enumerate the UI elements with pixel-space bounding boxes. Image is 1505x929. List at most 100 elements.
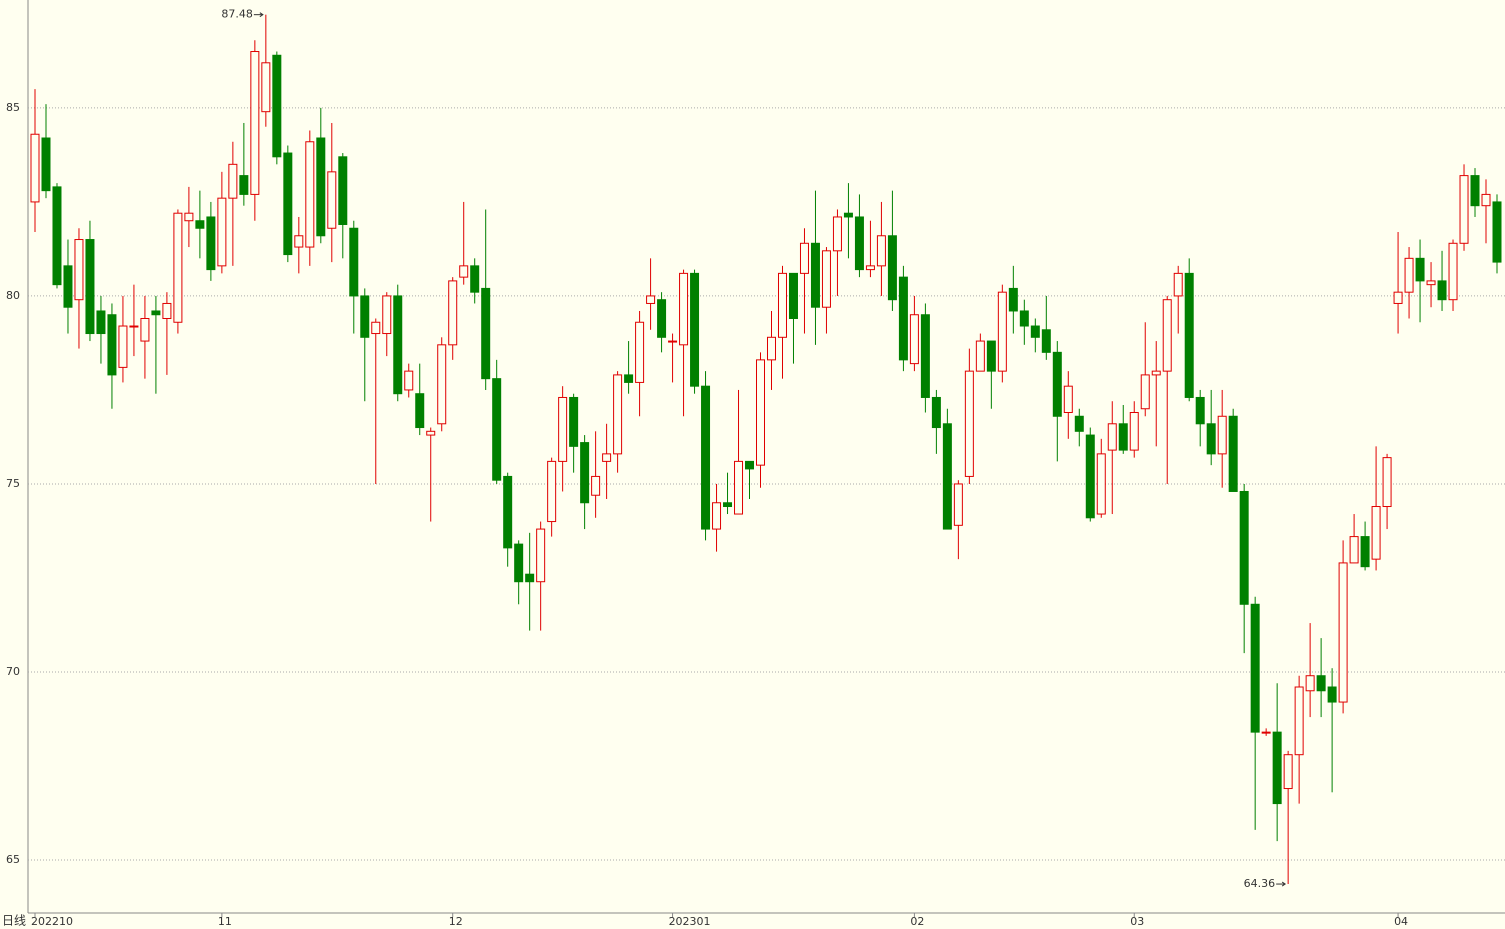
candle-body: [349, 227, 359, 297]
candle-body: [250, 51, 260, 195]
candle-body: [1382, 457, 1392, 508]
candle-body: [1195, 396, 1205, 425]
candle-body: [1096, 453, 1106, 515]
candle-body: [1426, 280, 1436, 286]
candle-body: [1162, 299, 1172, 372]
candle-body: [1217, 415, 1227, 455]
y-tick-label: 70: [6, 665, 20, 678]
x-tick-label: 03: [1130, 915, 1144, 928]
candle-body: [1338, 562, 1348, 703]
candle-body: [1492, 201, 1502, 263]
candle-body: [503, 475, 513, 549]
candle-body: [448, 280, 458, 346]
candle-body: [887, 235, 897, 301]
candle-body: [1404, 257, 1414, 293]
candle-body: [1393, 291, 1403, 304]
x-tick-label: 04: [1394, 915, 1408, 928]
candle-body: [1173, 272, 1183, 297]
candle-body: [74, 239, 84, 301]
candle-body: [1118, 423, 1128, 451]
candle-body: [854, 216, 864, 271]
candle-body: [1481, 193, 1491, 207]
candle-body: [1030, 325, 1040, 338]
candle-body: [975, 340, 985, 372]
candle-body: [1349, 536, 1359, 564]
y-tick-label: 80: [6, 289, 20, 302]
low-label: 64.36: [1244, 877, 1276, 890]
candle-body: [261, 62, 271, 113]
candle-body: [1129, 412, 1139, 451]
candle-body: [173, 212, 183, 323]
candle-body: [283, 152, 293, 256]
candle-body: [1371, 506, 1381, 560]
candle-body: [602, 453, 612, 462]
candle-body: [876, 235, 886, 267]
candle-body: [1316, 675, 1326, 692]
high-label: 87.48: [221, 8, 253, 21]
candle-body: [470, 265, 480, 293]
candle-body: [338, 156, 348, 225]
candle-body: [1437, 280, 1447, 301]
candle-body: [547, 460, 557, 523]
candle-body: [997, 291, 1007, 372]
candle-body: [931, 396, 941, 429]
candle-body: [382, 295, 392, 335]
candle-body: [1074, 415, 1084, 432]
candle-body: [118, 325, 128, 368]
candle-body: [294, 235, 304, 248]
y-tick-label: 75: [6, 477, 20, 490]
candle-body: [404, 370, 414, 391]
candle-body: [1239, 490, 1249, 605]
candle-body: [129, 325, 139, 328]
candle-body: [272, 54, 282, 158]
candle-body: [898, 276, 908, 361]
candle-body: [964, 370, 974, 477]
candle-body: [843, 212, 853, 218]
candle-body: [569, 396, 579, 447]
candle-body: [52, 186, 62, 286]
candle-body: [459, 265, 469, 278]
candle-body: [1470, 175, 1480, 207]
candle-body: [63, 265, 73, 308]
candle-body: [777, 272, 787, 338]
candle-body: [371, 321, 381, 335]
candle-body: [646, 295, 656, 304]
candle-body: [162, 302, 172, 319]
candle-body: [41, 137, 51, 192]
candle-body: [657, 299, 667, 338]
candle-body: [140, 317, 150, 342]
candle-body: [1272, 731, 1282, 805]
candle-body: [799, 242, 809, 274]
candle-body: [316, 137, 326, 237]
candle-body: [1228, 415, 1238, 492]
candle-body: [942, 423, 952, 530]
x-tick-label: 11: [218, 915, 232, 928]
x-tick-label: 202301: [669, 915, 711, 928]
candle-body: [393, 295, 403, 395]
candle-body: [1261, 731, 1271, 734]
candle-body: [492, 378, 502, 481]
candle-body: [1107, 423, 1117, 451]
candle-body: [1459, 175, 1469, 244]
candle-body: [679, 272, 689, 346]
candle-body: [525, 573, 535, 583]
candle-body: [514, 543, 524, 583]
candle-body: [953, 483, 963, 526]
x-tick-label: 12: [449, 915, 463, 928]
candle-body: [668, 340, 678, 343]
candle-body: [1085, 434, 1095, 519]
candle-body: [30, 133, 40, 203]
candle-body: [1283, 754, 1293, 790]
arrow-head: [259, 12, 264, 18]
candle-body: [195, 220, 205, 229]
candle-body: [756, 359, 766, 466]
candle-body: [821, 250, 831, 308]
candle-body: [96, 310, 106, 335]
candle-body: [690, 272, 700, 387]
candle-body: [85, 239, 95, 335]
candle-body: [580, 442, 590, 504]
candle-body: [624, 374, 634, 383]
candle-body: [327, 171, 337, 229]
candle-body: [536, 528, 546, 583]
